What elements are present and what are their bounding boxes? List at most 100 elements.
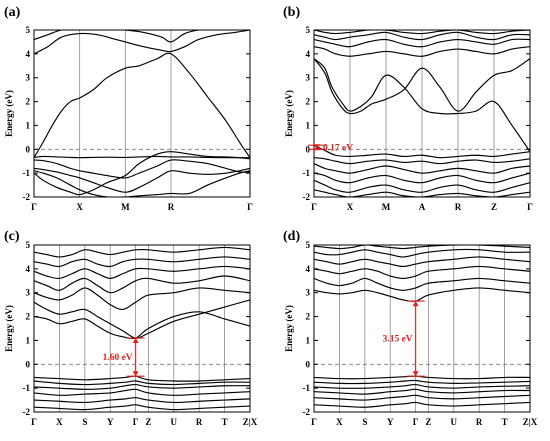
- x-tick-label: X: [336, 417, 343, 427]
- band-line: [314, 157, 530, 165]
- y-axis-label: Energy (eV): [284, 90, 294, 137]
- x-tick-label: Z|X: [243, 417, 258, 427]
- y-tick-label: 2: [26, 312, 31, 322]
- band-line: [314, 31, 530, 41]
- band-line: [314, 383, 530, 389]
- x-tick-label: Z: [145, 417, 151, 427]
- y-tick-label: 2: [26, 97, 31, 107]
- x-tick-label: Y: [107, 417, 114, 427]
- y-tick-label: 3: [306, 288, 311, 298]
- x-tick-label: S: [82, 417, 87, 427]
- band-line: [314, 30, 530, 35]
- gap-label: 3.15 eV: [383, 335, 413, 345]
- band-line: [34, 151, 250, 196]
- x-tick-label: Z|X: [523, 417, 538, 427]
- x-tick-label: Γ: [527, 202, 533, 212]
- x-tick-label: X: [56, 417, 63, 427]
- x-tick-label: R: [168, 202, 175, 212]
- band-line: [314, 277, 530, 291]
- x-tick-label: U: [451, 417, 458, 427]
- x-tick-label: Γ: [311, 417, 317, 427]
- band-line: [314, 388, 530, 395]
- x-tick-label: A: [419, 202, 426, 212]
- band-line: [34, 397, 250, 404]
- x-tick-label: X: [347, 202, 354, 212]
- band-line: [314, 256, 530, 268]
- band-line: [314, 172, 530, 184]
- gap-label: 0.17 eV: [323, 143, 353, 153]
- y-tick-label: -1: [303, 168, 311, 178]
- y-tick-label: -1: [23, 168, 31, 178]
- x-tick-label: Z: [425, 417, 431, 427]
- x-tick-label: R: [476, 417, 483, 427]
- x-tick-label: U: [171, 417, 178, 427]
- y-tick-label: 4: [26, 264, 31, 274]
- panel-letter: (d): [283, 229, 300, 244]
- x-tick-label: Γ: [133, 417, 139, 427]
- y-tick-label: 1: [306, 120, 311, 130]
- band-line: [34, 275, 250, 294]
- y-tick-label: 1: [26, 335, 31, 345]
- y-axis-label: Energy (eV): [4, 90, 14, 137]
- band-line: [34, 170, 250, 197]
- x-tick-label: Γ: [31, 417, 37, 427]
- y-tick-label: -2: [303, 407, 311, 417]
- y-tick-label: 0: [26, 359, 31, 369]
- x-tick-label: Γ: [247, 202, 253, 212]
- band-line: [34, 246, 250, 258]
- x-tick-label: T: [502, 417, 508, 427]
- y-tick-label: 4: [26, 49, 31, 59]
- bands: [34, 30, 250, 197]
- x-tick-label: Y: [387, 417, 394, 427]
- band-line: [314, 38, 530, 48]
- band-line: [34, 383, 250, 390]
- y-tick-label: 0: [26, 144, 31, 154]
- x-tick-label: S: [362, 417, 367, 427]
- y-tick-label: 3: [306, 73, 311, 83]
- y-tick-label: 4: [306, 264, 311, 274]
- y-tick-label: -2: [303, 192, 311, 202]
- band-line: [34, 311, 250, 340]
- band-line: [314, 46, 530, 57]
- band-line: [314, 379, 530, 385]
- y-tick-label: 2: [306, 97, 311, 107]
- y-tick-label: 5: [306, 25, 311, 35]
- band-line: [34, 380, 250, 386]
- plot-frame: [313, 29, 531, 198]
- y-axis-label: Energy (eV): [284, 305, 294, 352]
- plot-frame: [313, 244, 531, 413]
- panel-letter: (a): [4, 5, 21, 20]
- band-line: [314, 265, 530, 279]
- band-line: [34, 404, 250, 411]
- y-tick-label: 3: [26, 288, 31, 298]
- band-line: [314, 58, 530, 115]
- y-tick-label: 1: [306, 335, 311, 345]
- band-line: [314, 394, 530, 401]
- gap-arrowhead-down: [412, 371, 419, 377]
- plot-frame: [33, 29, 251, 198]
- band-line: [34, 30, 250, 55]
- band-line: [314, 163, 530, 174]
- band-line: [314, 179, 530, 193]
- x-tick-label: M: [121, 202, 130, 212]
- band-line: [314, 58, 530, 152]
- gap-arrowhead-down: [132, 371, 139, 377]
- gap-arrowhead-down: [314, 144, 320, 150]
- y-tick-label: 5: [26, 25, 31, 35]
- y-tick-label: -1: [303, 383, 311, 393]
- panel-letter: (c): [4, 229, 20, 244]
- band-line: [34, 159, 250, 179]
- band-line: [34, 52, 250, 158]
- bands: [314, 245, 530, 408]
- y-tick-label: 3: [26, 73, 31, 83]
- band-line: [314, 401, 530, 408]
- band-line: [34, 256, 250, 268]
- y-tick-label: -1: [23, 383, 31, 393]
- x-tick-label: R: [196, 417, 203, 427]
- y-tick-label: 1: [26, 120, 31, 130]
- bands: [314, 30, 530, 197]
- band-line: [34, 375, 250, 382]
- band-line: [34, 388, 250, 396]
